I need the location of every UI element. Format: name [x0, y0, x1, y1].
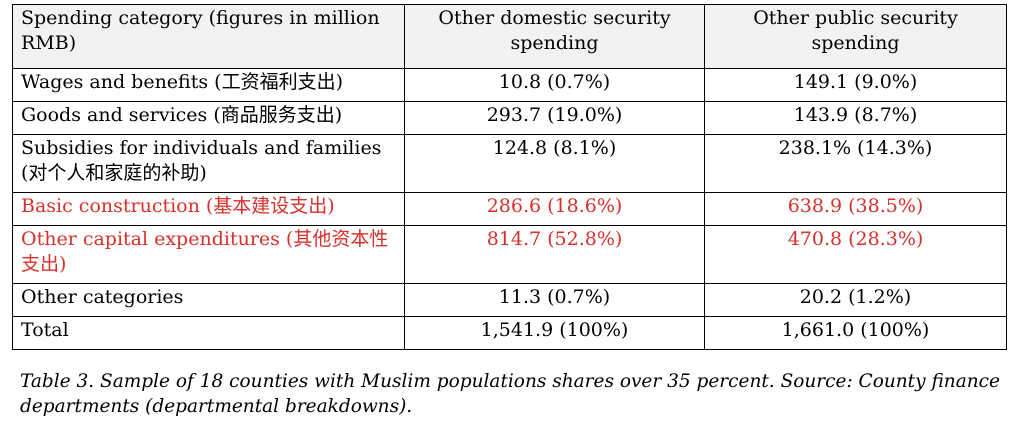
header-public-security: Other public security spending	[704, 4, 1007, 69]
table-row-goods: Goods and services (商品服务支出) 293.7 (19.0%…	[12, 101, 1007, 135]
category-cell: Basic construction (基本建设支出)	[12, 192, 405, 226]
spending-table: Spending category (figures in million RM…	[12, 4, 1007, 350]
public-value-cell: 143.9 (8.7%)	[704, 101, 1007, 135]
domestic-value-cell: 10.8 (0.7%)	[404, 68, 705, 102]
domestic-value-cell: 11.3 (0.7%)	[404, 283, 705, 317]
category-cell: Other categories	[12, 283, 405, 317]
public-value-cell: 638.9 (38.5%)	[704, 192, 1007, 226]
table-caption: Table 3. Sample of 18 counties with Musl…	[20, 371, 1000, 417]
public-value-cell: 470.8 (28.3%)	[704, 225, 1007, 284]
category-cell: Wages and benefits (工资福利支出)	[12, 68, 405, 102]
table-row-other-categories: Other categories 11.3 (0.7%) 20.2 (1.2%)	[12, 283, 1007, 317]
domestic-value-cell: 286.6 (18.6%)	[404, 192, 705, 226]
category-cell: Total	[12, 316, 405, 350]
header-spending-category: Spending category (figures in million RM…	[12, 4, 405, 69]
domestic-value-cell: 1,541.9 (100%)	[404, 316, 705, 350]
table-row-other-capital: Other capital expenditures (其他资本性支出) 814…	[12, 225, 1007, 284]
category-cell: Goods and services (商品服务支出)	[12, 101, 405, 135]
domestic-value-cell: 814.7 (52.8%)	[404, 225, 705, 284]
public-value-cell: 238.1% (14.3%)	[704, 134, 1007, 193]
public-value-cell: 149.1 (9.0%)	[704, 68, 1007, 102]
public-value-cell: 1,661.0 (100%)	[704, 316, 1007, 350]
category-cell: Subsidies for individuals and families (…	[12, 134, 405, 193]
table-row-wages: Wages and benefits (工资福利支出) 10.8 (0.7%) …	[12, 68, 1007, 102]
category-cell: Other capital expenditures (其他资本性支出)	[12, 225, 405, 284]
domestic-value-cell: 124.8 (8.1%)	[404, 134, 705, 193]
spending-table-container: Spending category (figures in million RM…	[12, 4, 1007, 350]
table-row-basic-construction: Basic construction (基本建设支出) 286.6 (18.6%…	[12, 192, 1007, 226]
public-value-cell: 20.2 (1.2%)	[704, 283, 1007, 317]
domestic-value-cell: 293.7 (19.0%)	[404, 101, 705, 135]
table-row-subsidies: Subsidies for individuals and families (…	[12, 134, 1007, 193]
table-header-row: Spending category (figures in million RM…	[12, 4, 1007, 69]
table-row-total: Total 1,541.9 (100%) 1,661.0 (100%)	[12, 316, 1007, 350]
header-domestic-security: Other domestic security spending	[404, 4, 705, 69]
